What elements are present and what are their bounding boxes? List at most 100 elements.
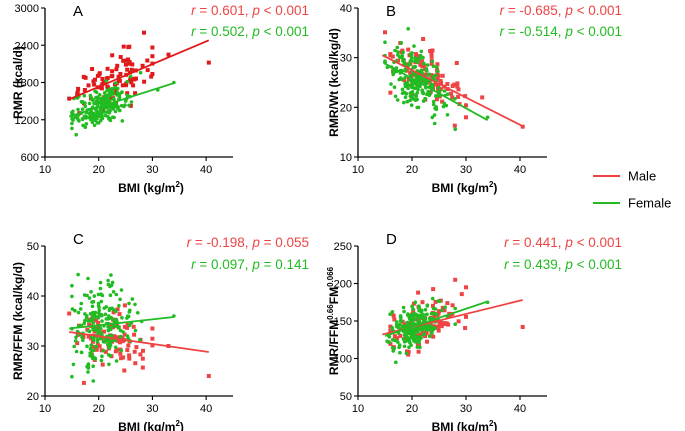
male-point xyxy=(121,355,126,360)
male-point xyxy=(436,83,441,88)
female-point xyxy=(102,306,107,310)
x-tick-label: 30 xyxy=(146,403,158,415)
female-point xyxy=(97,314,101,319)
female-point xyxy=(114,292,119,297)
female-point xyxy=(420,90,425,95)
male-point xyxy=(420,59,425,64)
female-point xyxy=(408,328,413,333)
female-point xyxy=(96,331,100,335)
female-point xyxy=(74,349,79,354)
male-point xyxy=(444,321,449,326)
male-point xyxy=(436,325,441,330)
x-tick-label: 10 xyxy=(352,164,364,176)
female-point xyxy=(107,346,112,350)
male-point xyxy=(87,317,92,322)
male-point xyxy=(90,67,95,71)
female-point xyxy=(430,83,435,87)
male-point xyxy=(117,340,122,345)
female-point xyxy=(76,107,80,112)
y-tick-label: 3000 xyxy=(15,3,39,15)
female-point xyxy=(86,276,90,281)
female-point xyxy=(425,63,430,67)
female-point xyxy=(413,98,418,102)
data-points-B xyxy=(383,27,525,131)
female-point xyxy=(88,351,92,355)
female-point xyxy=(104,79,108,83)
male-point xyxy=(405,349,409,354)
y-tick-label: 1200 xyxy=(15,115,39,127)
female-point xyxy=(393,94,398,99)
female-fit-line xyxy=(69,316,174,330)
female-point xyxy=(77,119,81,123)
female-point xyxy=(111,87,116,91)
male-point xyxy=(122,332,127,337)
female-point xyxy=(117,304,121,308)
male-point xyxy=(435,71,440,75)
y-tick-label: 50 xyxy=(27,241,39,253)
female-point xyxy=(445,113,450,117)
female-point xyxy=(411,335,416,339)
female-point xyxy=(402,90,407,95)
male-point xyxy=(464,285,468,290)
female-point xyxy=(119,103,124,108)
x-axis-title: BMI (kg/m2) xyxy=(118,419,184,431)
female-point xyxy=(397,77,402,82)
female-point xyxy=(80,117,85,122)
male-point xyxy=(432,316,437,321)
female-point xyxy=(98,107,103,111)
female-point xyxy=(453,306,458,311)
female-fit-line xyxy=(384,300,488,337)
male-point xyxy=(82,88,87,92)
male-point xyxy=(131,324,136,329)
male-point xyxy=(100,76,105,81)
male-fit-line xyxy=(381,54,524,128)
male-point xyxy=(150,326,155,331)
female-point xyxy=(111,115,115,119)
female-point xyxy=(409,313,413,318)
female-point xyxy=(405,320,410,325)
male-point xyxy=(433,299,438,304)
female-point xyxy=(422,313,426,317)
female-point xyxy=(117,92,122,97)
male-point xyxy=(124,83,128,88)
female-point xyxy=(423,96,428,101)
male-point xyxy=(128,103,133,108)
male-point xyxy=(431,287,436,292)
male-point xyxy=(150,343,155,348)
male-point xyxy=(111,310,116,315)
x-tick-label: 30 xyxy=(460,403,472,415)
female-point xyxy=(102,91,107,95)
female-point xyxy=(391,72,396,77)
panel-letter: D xyxy=(386,231,397,248)
female-point xyxy=(418,53,423,58)
male-point xyxy=(128,70,132,75)
female-point xyxy=(400,54,404,59)
female-point xyxy=(70,294,74,299)
male-point xyxy=(122,368,127,373)
female-point xyxy=(99,358,104,363)
female-point xyxy=(73,115,78,120)
female-point xyxy=(74,132,78,137)
female-point xyxy=(125,93,130,98)
male-point xyxy=(130,62,135,67)
female-point xyxy=(426,72,431,77)
x-tick-label: 40 xyxy=(200,403,212,415)
male-point xyxy=(464,115,468,120)
male-point xyxy=(440,305,445,310)
female-point xyxy=(107,98,112,103)
male-point xyxy=(428,322,433,327)
male-point xyxy=(413,52,418,57)
female-point xyxy=(391,69,396,74)
data-points-A xyxy=(67,30,211,137)
female-point xyxy=(97,111,102,115)
male-point xyxy=(406,47,411,52)
female-point xyxy=(109,273,113,277)
female-point xyxy=(406,312,410,316)
female-point xyxy=(92,294,97,298)
female-point xyxy=(390,345,395,350)
female-point xyxy=(120,90,124,95)
female-point xyxy=(441,104,446,109)
female-point xyxy=(71,362,76,367)
